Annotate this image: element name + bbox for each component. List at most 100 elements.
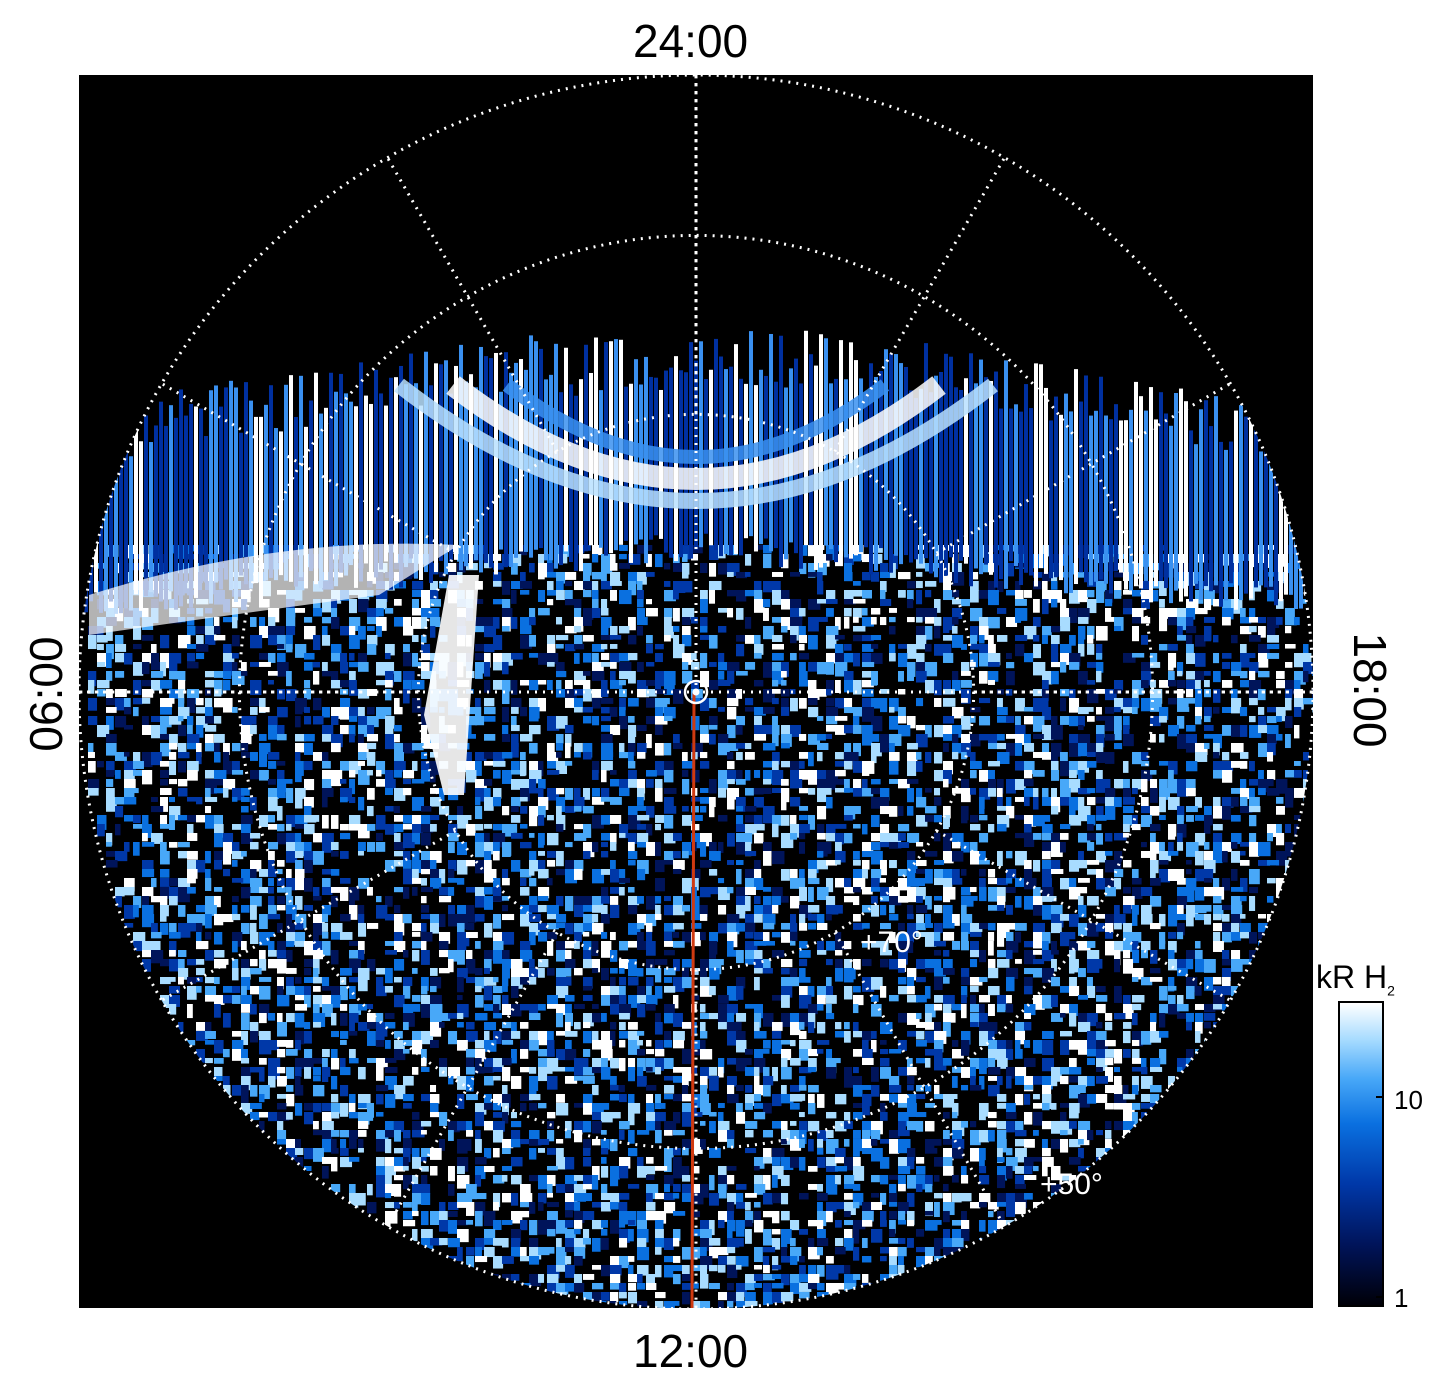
noise-cell	[457, 860, 468, 875]
noise-cell	[547, 932, 558, 940]
noise-cell	[1213, 581, 1221, 594]
noise-cell	[871, 743, 882, 757]
noise-cell	[1177, 680, 1186, 689]
noise-cell	[547, 968, 555, 976]
noise-cell	[1222, 878, 1231, 891]
noise-cell	[1015, 878, 1026, 887]
noise-cell	[268, 626, 280, 642]
noise-cell	[1159, 581, 1167, 596]
noise-cell	[556, 680, 562, 694]
noise-cell	[529, 851, 537, 863]
noise-cell	[979, 1031, 989, 1047]
noise-cell	[232, 986, 241, 993]
noise-cell	[790, 878, 802, 889]
noise-cell	[160, 869, 170, 878]
noise-cell	[952, 842, 961, 849]
noise-cell	[835, 851, 846, 863]
noise-cell	[232, 1040, 244, 1051]
noise-cell	[691, 680, 700, 693]
noise-cell	[529, 725, 541, 735]
noise-cell	[628, 572, 638, 585]
noise-cell	[745, 815, 757, 823]
noise-cell	[421, 662, 430, 673]
noise-cell	[133, 842, 140, 856]
noise-cell	[916, 671, 927, 683]
noise-cell	[187, 959, 197, 966]
noise-cell	[205, 680, 216, 688]
noise-cell	[331, 1148, 339, 1154]
noise-cell	[763, 806, 775, 818]
noise-cell	[718, 671, 725, 680]
noise-cell	[727, 941, 734, 951]
noise-cell	[1150, 698, 1162, 712]
noise-cell	[1078, 1085, 1086, 1094]
noise-cell	[169, 1004, 177, 1015]
noise-cell	[259, 959, 267, 971]
noise-cell	[520, 824, 528, 829]
noise-cell	[1078, 671, 1088, 685]
noise-cell	[637, 797, 644, 806]
noise-cell	[493, 1148, 500, 1158]
noise-cell	[970, 1013, 980, 1028]
noise-cell	[538, 1139, 550, 1145]
noise-cell	[1132, 815, 1138, 829]
noise-cell	[268, 932, 275, 937]
noise-cell	[835, 680, 841, 693]
noise-cell	[907, 833, 920, 843]
noise-cell	[952, 590, 960, 598]
noise-cell	[1069, 1013, 1077, 1027]
noise-cell	[835, 878, 847, 888]
noise-cell	[970, 716, 976, 723]
noise-cell	[1159, 851, 1172, 862]
noise-cell	[277, 806, 283, 821]
noise-cell	[826, 1049, 833, 1065]
noise-cell	[529, 932, 536, 946]
noise-cell	[1105, 1022, 1113, 1031]
noise-cell	[583, 1121, 592, 1133]
noise-cell	[745, 1067, 757, 1076]
noise-cell	[484, 1031, 490, 1041]
noise-cell	[196, 626, 206, 634]
noise-cell	[934, 1139, 942, 1146]
noise-cell	[115, 752, 127, 761]
noise-cell	[1006, 932, 1014, 944]
noise-cell	[277, 1013, 283, 1029]
noise-cell	[916, 842, 924, 847]
noise-cell	[1051, 896, 1057, 902]
noise-cell	[817, 995, 826, 1005]
noise-cell	[466, 770, 477, 783]
noise-cell	[754, 599, 765, 613]
noise-cell	[574, 1175, 584, 1181]
noise-cell	[259, 977, 272, 982]
noise-cell	[601, 887, 609, 899]
noise-cell	[1276, 707, 1286, 722]
noise-cell	[1087, 590, 1095, 598]
noise-cell	[1006, 1166, 1013, 1179]
noise-cell	[736, 716, 746, 726]
noise-cell	[988, 1076, 999, 1081]
noise-cell	[1006, 797, 1012, 811]
noise-cell	[403, 743, 415, 754]
noise-cell	[574, 1076, 583, 1081]
noise-cell	[1123, 1121, 1135, 1134]
noise-cell	[385, 1139, 392, 1154]
noise-cell	[898, 923, 905, 931]
noise-cell	[349, 959, 361, 973]
noise-cell	[907, 878, 919, 887]
noise-cell	[214, 851, 227, 861]
noise-cell	[466, 959, 476, 974]
noise-cell	[943, 959, 953, 973]
noise-cell	[466, 1130, 474, 1137]
noise-cell	[1069, 941, 1080, 951]
noise-cell	[160, 797, 169, 812]
noise-cell	[763, 1148, 772, 1163]
noise-cell	[979, 1067, 987, 1075]
noise-cell	[934, 950, 942, 956]
noise-cell	[565, 725, 574, 734]
noise-cell	[997, 1166, 1007, 1181]
noise-cell	[322, 986, 333, 991]
noise-cell	[1069, 815, 1082, 826]
noise-cell	[421, 887, 433, 893]
noise-cell	[934, 626, 941, 639]
noise-cell	[259, 617, 266, 630]
